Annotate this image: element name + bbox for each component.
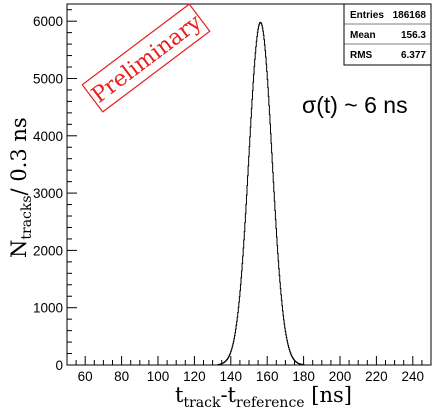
y-axis-title-sub: tracks — [19, 195, 35, 239]
y-tick-label: 3000 — [33, 186, 63, 201]
resolution-annotation: σ(t) ~ 6 ns — [302, 92, 408, 118]
stats-mean-value: 156.3 — [401, 30, 426, 41]
y-tick-label: 0 — [55, 358, 63, 373]
y-axis-title-unit: / 0.3 ns — [7, 117, 31, 195]
stamp-text: Preliminary — [87, 10, 207, 109]
x-axis-title-main: t — [175, 383, 184, 407]
preliminary-stamp: Preliminary — [81, 3, 211, 113]
stamp-frame — [81, 3, 211, 113]
x-tick-label: 180 — [292, 369, 315, 384]
stats-entries-value: 186168 — [393, 10, 427, 21]
x-tick-label: 140 — [220, 369, 243, 384]
histogram-series — [217, 21, 305, 366]
x-tick-label: 120 — [183, 369, 206, 384]
x-tick-label: 100 — [147, 369, 170, 384]
stats-rms-value: 6.377 — [401, 50, 426, 61]
x-axis-title: ttrack-treference [ns] — [175, 383, 352, 409]
x-tick-label: 80 — [114, 369, 129, 384]
x-axis-title-sub1: track — [183, 395, 221, 409]
y-axis-title-main: N — [7, 240, 31, 258]
x-tick-label: 220 — [365, 369, 388, 384]
x-tick-label: 200 — [329, 369, 352, 384]
stats-box-frame — [343, 3, 432, 66]
x-axis-title-sep: -t — [220, 383, 236, 407]
y-tick-label: 4000 — [33, 129, 63, 144]
stats-box: Entries 186168 Mean 156.3 RMS 6.377 — [343, 3, 432, 66]
x-axis: 60 80 100 120 140 160 180 200 220 240 — [66, 356, 432, 384]
y-tick-label: 1000 — [33, 301, 63, 316]
x-tick-label: 160 — [256, 369, 279, 384]
stats-rms-label: RMS — [350, 50, 373, 61]
stats-entries-label: Entries — [350, 10, 384, 21]
y-axis: 0 1000 2000 3000 4000 5000 6000 — [33, 9, 77, 373]
x-tick-label: 60 — [78, 369, 93, 384]
y-tick-label: 6000 — [33, 14, 63, 29]
y-tick-label: 5000 — [33, 71, 63, 86]
x-axis-title-unit: [ns] — [305, 383, 352, 407]
y-axis-title: Ntracks/ 0.3 ns — [7, 117, 35, 258]
x-axis-title-sub2: reference — [236, 395, 305, 409]
stats-mean-label: Mean — [350, 30, 376, 41]
y-tick-label: 2000 — [33, 243, 63, 258]
x-tick-label: 240 — [402, 369, 425, 384]
